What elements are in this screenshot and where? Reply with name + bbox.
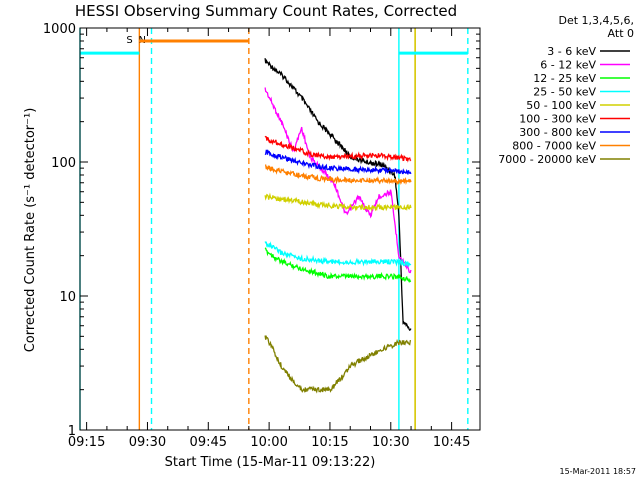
legend-label-4: 50 - 100 keV [526, 99, 596, 112]
legend-label-6: 300 - 800 keV [519, 126, 596, 139]
legend-header-line-1: Det 1,3,4,5,6, [558, 14, 634, 27]
plot-frame [79, 27, 481, 431]
y-tick-label: 100 [51, 156, 76, 171]
legend-label-3: 25 - 50 keV [533, 86, 596, 99]
x-tick-label: 10:00 [250, 435, 287, 450]
y-tick-label: 1000 [43, 22, 76, 37]
series-line-3 [264, 241, 412, 268]
legend-label-1: 6 - 12 keV [540, 59, 596, 72]
plot-axes: 09:15 09:30 09:45 10:00 10:15 10:30 10:45 1 10 10… [43, 22, 481, 450]
y-tick-label: 10 [59, 290, 76, 305]
series-line-7 [264, 164, 412, 186]
series-line-6 [264, 149, 412, 175]
x-tick-label: 09:30 [129, 435, 166, 450]
series-line-5 [264, 135, 412, 163]
legend-label-2: 12 - 25 keV [533, 72, 596, 85]
marker-label-s: S [126, 35, 132, 46]
plot-marks: SN [79, 28, 469, 430]
legend-label-8: 7000 - 20000 keV [498, 153, 596, 166]
x-axis-label: Start Time (15-Mar-11 09:13:22) [165, 455, 376, 470]
legend-header-line-2: Att 0 [608, 27, 634, 40]
x-tick-label: 09:15 [68, 435, 105, 450]
timestamp: 15-Mar-2011 18:57 [560, 467, 637, 476]
x-tick-label: 10:15 [311, 435, 348, 450]
y-tick-label: 1 [68, 424, 76, 439]
series-line-4 [264, 192, 412, 212]
legend-label-7: 800 - 7000 keV [512, 140, 596, 153]
chart-title: HESSI Observing Summary Count Rates, Cor… [75, 2, 457, 20]
legend-label-5: 100 - 300 keV [519, 113, 596, 126]
x-tick-label: 09:45 [190, 435, 227, 450]
series-line-8 [264, 334, 411, 394]
x-tick-label: 10:45 [433, 435, 470, 450]
legend-label-0: 3 - 6 keV [547, 45, 596, 58]
series-line-2 [264, 247, 412, 284]
x-tick-label: 10:30 [372, 435, 409, 450]
series-line-0 [264, 58, 412, 331]
y-axis-label: Corrected Count Rate (s⁻¹ detector⁻¹) [23, 108, 38, 353]
